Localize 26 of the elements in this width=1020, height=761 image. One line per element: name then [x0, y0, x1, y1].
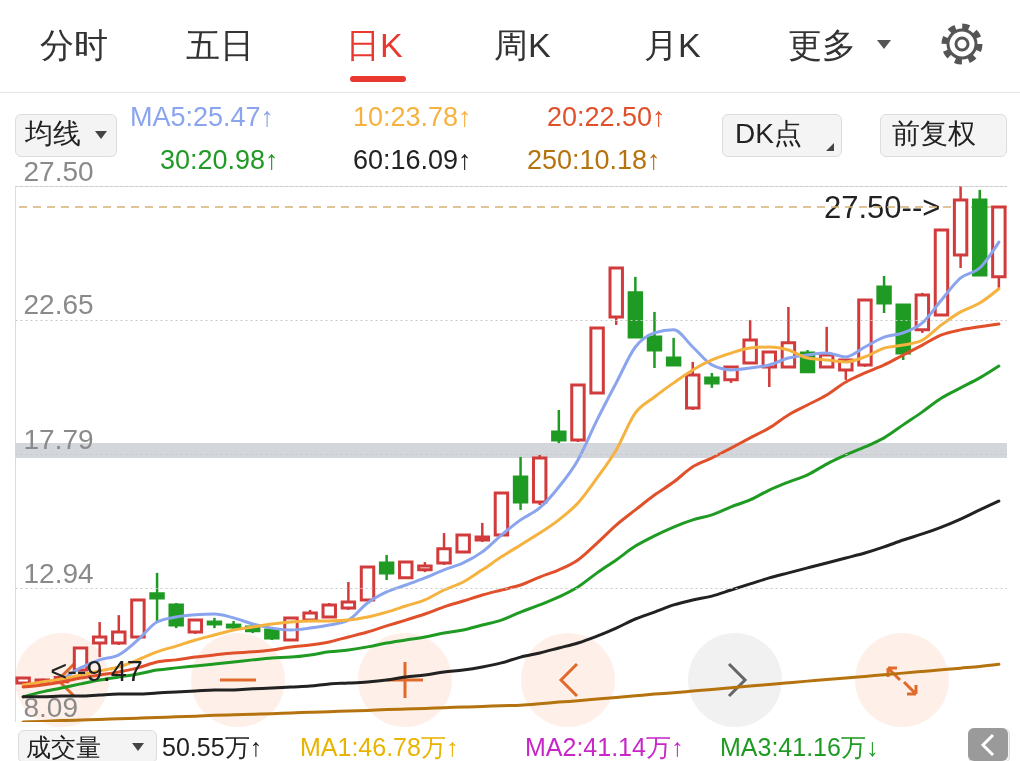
y-tick-label: 12.94	[23, 557, 94, 589]
text: 前复权	[892, 118, 976, 149]
y-tick-label: 22.65	[23, 289, 94, 321]
text: 日K	[346, 26, 403, 64]
y-tick-label: 27.50	[23, 155, 94, 187]
text: 五日	[186, 26, 254, 64]
text: MA2:41.14万↑	[525, 733, 684, 761]
text: 周K	[494, 26, 551, 64]
text: MA1:46.78万↑	[300, 733, 459, 761]
text: DK点	[735, 118, 802, 149]
text: 50.55万↑	[162, 733, 263, 761]
annotation: 27.50-->	[824, 190, 941, 225]
text: 20:22.50↑	[547, 102, 666, 132]
text: 均线	[25, 118, 81, 149]
text: 10:23.78↑	[353, 102, 472, 132]
text: 250:10.18↑	[527, 145, 661, 175]
text: 更多	[788, 26, 856, 64]
text: MA5:25.47↑	[130, 102, 275, 132]
text: 月K	[644, 26, 701, 64]
y-tick-label: 8.09	[23, 691, 78, 723]
text: 分时	[40, 26, 108, 64]
text: 60:16.09↑	[353, 145, 472, 175]
text: MA3:41.16万↓	[720, 733, 879, 761]
text: 30:20.98↑	[160, 145, 279, 175]
text: 成交量	[26, 733, 101, 761]
y-tick-label: 17.79	[23, 423, 94, 455]
